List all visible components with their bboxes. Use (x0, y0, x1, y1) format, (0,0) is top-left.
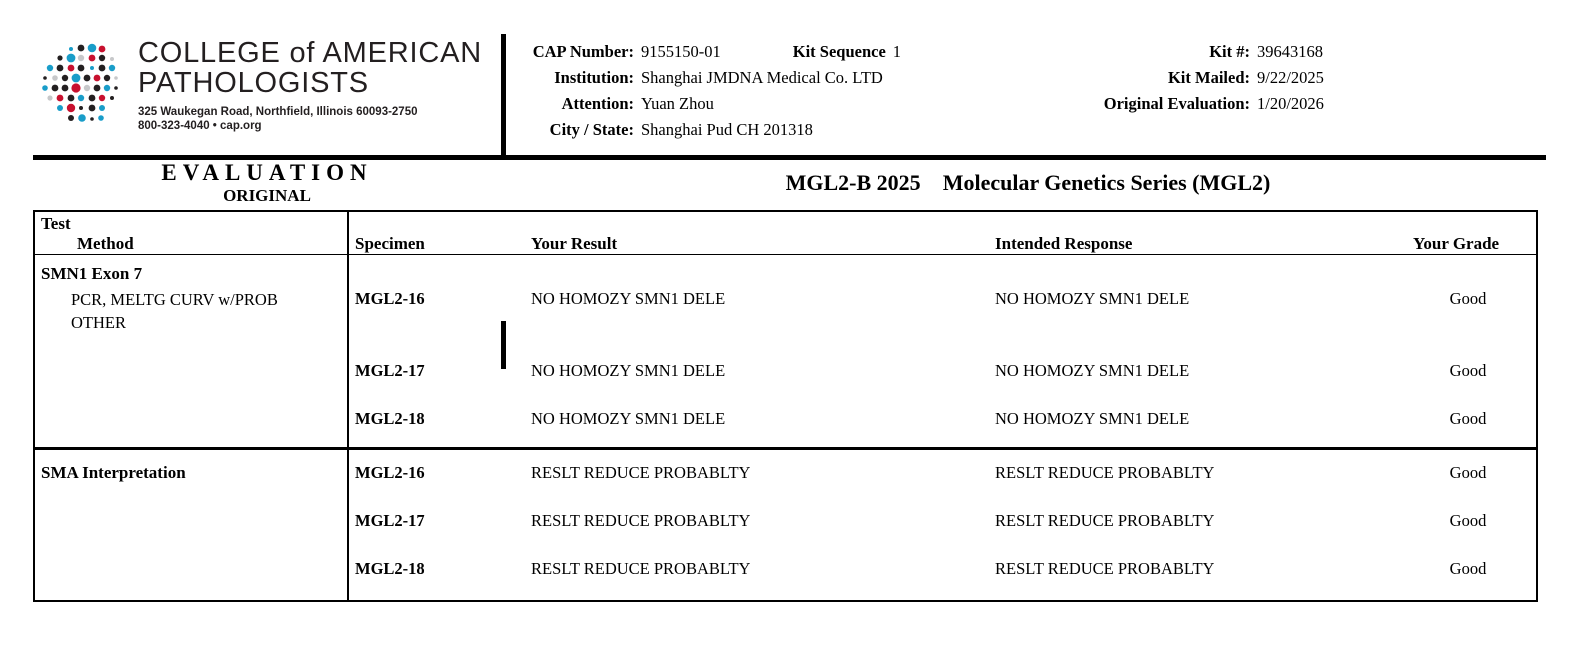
field-attention-label: Attention: (561, 94, 634, 113)
column-header-method: Method (77, 234, 134, 253)
table-row: MGL2-18 (355, 409, 425, 428)
field-institution-value: Shanghai JMDNA Medical Co. LTD (641, 68, 883, 87)
survey-title: MGL2-B 2025 Molecular Genetics Series (MG… (510, 170, 1546, 196)
field-kit-mailed-value: 9/22/2025 (1257, 68, 1324, 87)
table-row: RESLT REDUCE PROBABLTY (995, 559, 1215, 578)
header-bottom-rule (33, 155, 1546, 160)
field-institution-label: Institution: (554, 68, 634, 87)
column-header-intended-response: Intended Response (995, 234, 1133, 253)
cap-wordmark-line1: COLLEGE of AMERICAN (138, 37, 481, 69)
table-row: NO HOMOZY SMN1 DELE (531, 289, 726, 308)
table-row: NO HOMOZY SMN1 DELE (995, 361, 1190, 380)
table-row: MGL2-16 (355, 463, 425, 482)
evaluation-title: EVALUATION (161, 160, 373, 185)
results-table: Test Method Specimen Your Result Intende… (33, 210, 1538, 602)
cap-address-line1: 325 Waukegan Road, Northfield, Illinois … (138, 106, 418, 118)
column-header-your-grade: Your Grade (1413, 234, 1500, 253)
table-row: NO HOMOZY SMN1 DELE (531, 409, 726, 428)
cap-wordmark-line2: PATHOLOGISTS (138, 67, 369, 99)
test-group-name: SMA Interpretation (41, 463, 186, 482)
column-header-test: Test (41, 214, 71, 233)
field-attention: Attention: Yuan Zhou (516, 94, 936, 120)
survey-code: MGL2-B 2025 (785, 170, 921, 195)
table-row: NO HOMOZY SMN1 DELE (995, 289, 1190, 308)
field-city-state-label: City / State: (549, 120, 634, 139)
header-vertical-divider (501, 34, 506, 157)
table-row: RESLT REDUCE PROBABLTY (531, 559, 751, 578)
table-row: MGL2-17 (355, 511, 425, 530)
survey-name: Molecular Genetics Series (MGL2) (942, 170, 1271, 195)
cap-word-of: of (289, 37, 316, 69)
field-kit-mailed: Kit Mailed: 9/22/2025 (960, 68, 1560, 94)
cap-address-line2: 800-323-4040 • cap.org (138, 120, 262, 132)
header-left-fields: CAP Number: 9155150-01 Kit Sequence 1 In… (516, 42, 936, 146)
field-original-evaluation-label: Original Evaluation: (1103, 94, 1250, 113)
field-kit-sequence-value: 1 (892, 42, 902, 61)
evaluation-band: EVALUATION ORIGINAL MGL2-B 2025 Molecular… (0, 160, 1587, 369)
cap-wordmark: COLLEGE of AMERICAN PATHOLOGISTS 325 Wau… (138, 37, 481, 133)
cap-word-college: COLLEGE (138, 37, 281, 69)
table-row: Good (1449, 409, 1487, 428)
table-row: Good (1449, 463, 1487, 482)
table-section-divider (35, 447, 1536, 450)
table-row: Good (1449, 559, 1487, 578)
table-row: RESLT REDUCE PROBABLTY (531, 511, 751, 530)
field-institution: Institution: Shanghai JMDNA Medical Co. … (516, 68, 936, 94)
field-kit-number: Kit #: 39643168 (960, 42, 1560, 68)
test-group-method-line: OTHER (71, 313, 126, 332)
header-right-fields: Kit #: 39643168 Kit Mailed: 9/22/2025 Or… (960, 42, 1560, 120)
document-header: COLLEGE of AMERICAN PATHOLOGISTS 325 Wau… (0, 0, 1587, 157)
table-row: Good (1449, 511, 1487, 530)
table-column-divider (347, 212, 349, 602)
field-original-evaluation: Original Evaluation: 1/20/2026 (960, 94, 1560, 120)
cap-logo-dots-icon (42, 43, 118, 122)
table-row: NO HOMOZY SMN1 DELE (995, 409, 1190, 428)
test-group-name: SMN1 Exon 7 (41, 264, 143, 283)
field-original-evaluation-value: 1/20/2026 (1257, 94, 1324, 113)
field-kit-mailed-label: Kit Mailed: (1167, 68, 1250, 87)
field-kit-number-value: 39643168 (1257, 42, 1323, 61)
column-header-your-result: Your Result (531, 234, 618, 253)
table-row: Good (1449, 361, 1487, 380)
field-cap-number: CAP Number: 9155150-01 Kit Sequence 1 (516, 42, 936, 68)
table-row: MGL2-18 (355, 559, 425, 578)
evaluation-subtitle: ORIGINAL (223, 186, 311, 205)
field-attention-value: Yuan Zhou (641, 94, 714, 113)
table-row: MGL2-16 (355, 289, 425, 308)
table-row: RESLT REDUCE PROBABLTY (531, 463, 751, 482)
table-row: RESLT REDUCE PROBABLTY (995, 511, 1215, 530)
table-row: Good (1449, 289, 1487, 308)
table-header-rule (35, 254, 1536, 255)
cap-logo-block: COLLEGE of AMERICAN PATHOLOGISTS 325 Wau… (38, 37, 481, 143)
field-city-state-value: Shanghai Pud CH 201318 (641, 120, 813, 139)
band-vertical-divider (501, 321, 506, 369)
cap-word-american: AMERICAN (322, 37, 483, 69)
column-header-specimen: Specimen (355, 234, 425, 253)
table-row: RESLT REDUCE PROBABLTY (995, 463, 1215, 482)
table-row: MGL2-17 (355, 361, 425, 380)
field-kit-sequence-label: Kit Sequence (792, 42, 886, 61)
field-kit-number-label: Kit #: (1209, 42, 1250, 61)
test-group-method-line: PCR, MELTG CURV w/PROB (71, 290, 278, 309)
field-cap-number-value: 9155150-01 (641, 42, 721, 61)
table-row: NO HOMOZY SMN1 DELE (531, 361, 726, 380)
field-cap-number-label: CAP Number: (532, 42, 634, 61)
field-city-state: City / State: Shanghai Pud CH 201318 (516, 120, 936, 146)
